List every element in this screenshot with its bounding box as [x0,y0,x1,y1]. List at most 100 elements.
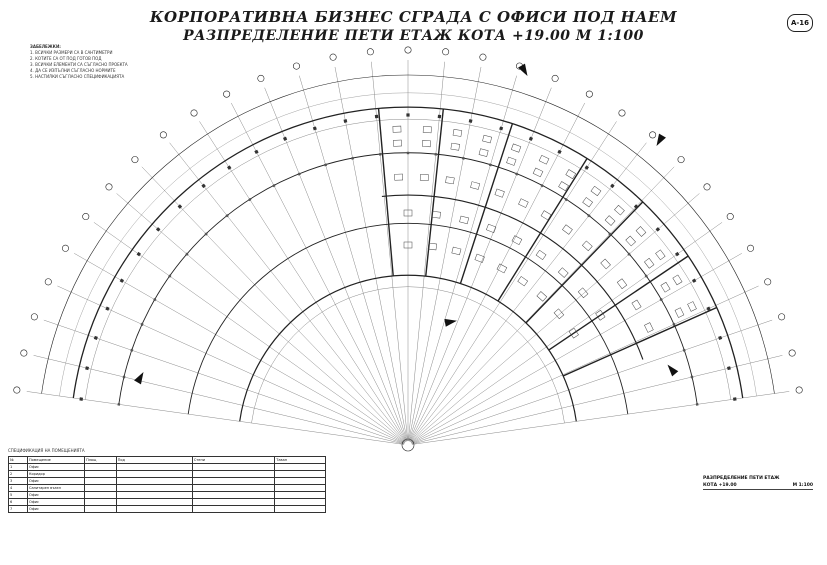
column-mark [706,306,711,311]
plan-arcs [41,74,775,452]
grid-ray [57,285,405,444]
table-cell [115,505,193,513]
axis-bubble [404,46,412,54]
axis-bubble [20,349,28,357]
column-mark [655,227,661,232]
table-cell: 2 [7,470,29,478]
col-header: Стени [191,456,276,464]
column-mark [272,183,276,188]
table-cell [84,484,117,492]
column-mark [557,149,562,155]
furniture-desk [518,198,529,208]
axis-bubble [551,74,559,82]
plan-arc [59,92,757,397]
column-mark [644,274,648,278]
grid-ray [409,121,617,442]
furniture-desk [421,140,431,148]
furniture-desk [582,197,593,208]
furniture-desk [655,249,666,261]
table-row: 1 Офис [7,463,326,471]
column-mark [674,251,680,257]
furniture-desk [403,209,413,217]
furniture-desk [427,242,437,251]
grid-ray [409,87,552,442]
plan-arc [41,74,775,394]
column-mark [297,172,301,176]
furniture-desk [557,267,569,278]
furniture-desk [496,263,508,274]
table-row: 4 Санитарен възел [7,484,326,492]
furniture-desk [393,139,402,147]
furniture-desk [422,126,432,134]
grid-ray [411,391,790,445]
table-cell [191,470,276,478]
table-row: 5 Офис [7,491,326,499]
furniture-desk [672,274,683,286]
furniture-desk [452,129,463,137]
column-mark [587,214,591,218]
column-mark [584,165,589,170]
column-mark [627,252,631,256]
axis-bubble [618,109,626,117]
note-line: 5. НАСТИЛКИ СЪГЛАСНО СПЕЦИФИКАЦИЯТА [30,74,125,79]
furniture-desk [445,176,455,185]
column-mark [540,183,544,188]
axis-bubble [366,48,374,56]
grid-axis-rays [26,60,790,445]
table-cell [274,463,326,471]
axis-bubble [257,74,265,82]
grid-ray [230,102,407,442]
column-mark [515,172,519,176]
table-cell: 1 [7,463,29,471]
furniture-desk [506,156,517,166]
grid-ray [408,66,482,442]
furniture-desk [536,291,548,302]
furniture-desk [614,204,625,216]
table-cell: Санитарен възел [27,484,86,492]
partition-wall [525,201,644,324]
axis-bubble [82,213,90,221]
axis-bubble [223,90,231,98]
furniture-desk [511,235,523,246]
furniture-desk [644,322,654,333]
partition-wall [459,123,514,284]
partition-wall [563,306,718,377]
column-mark [610,183,615,189]
grid-ray [74,253,405,444]
furniture-desk [459,215,470,225]
furniture-desk [538,155,550,165]
furniture-desk [660,281,671,293]
axis-bubble [131,156,139,164]
furniture-desk [558,181,569,192]
plan-arc [187,222,629,415]
axis-bubble [30,313,38,321]
general-notes: ЗАБЕЛЕЖКИ: 1. ВСИЧКИ РАЗМЕРИ СА В САНТИМ… [30,44,220,80]
column-mark [324,163,328,167]
column-mark [117,403,121,406]
table-row: 3 Офис [7,477,326,485]
axis-bubble [61,244,69,252]
column-mark [201,183,206,189]
axis-bubble [159,131,167,139]
axis-bubble [703,183,711,191]
column-mark [659,297,663,302]
col-header: Помещение [27,456,86,464]
column-mark [695,403,699,406]
column-mark [168,274,172,278]
furniture-desk [581,240,593,252]
furniture-desk [535,249,547,261]
furniture-desk [635,226,647,237]
sheet-number-badge: А-16 [787,14,813,32]
table-cell [274,498,326,506]
column-mark [204,232,208,236]
table-row: 2 Коридор [7,470,326,478]
table-cell [115,463,193,471]
column-mark [185,252,189,256]
furniture-desk [482,134,493,144]
axis-bubble [190,109,198,117]
table-cell [274,484,326,492]
furniture-desk [478,148,489,157]
axis-bubble [479,53,487,61]
column-mark [79,397,84,401]
